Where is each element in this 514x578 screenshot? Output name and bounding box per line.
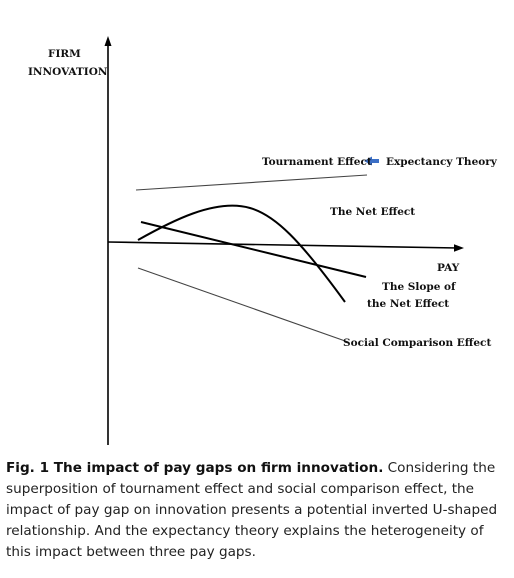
tournament-effect-label: Tournament Effect (262, 156, 372, 168)
slope-label-line2: the Net Effect (367, 298, 449, 310)
expectancy-theory-label: Expectancy Theory (386, 156, 498, 168)
y-axis-arrowhead (104, 36, 112, 46)
x-axis-label: PAY (437, 262, 460, 274)
social-comparison-effect-label: Social Comparison Effect (343, 337, 491, 349)
left-arrow-icon (364, 156, 379, 166)
y-axis-label-line2: INNOVATION (28, 66, 108, 78)
slope-label-line1: The Slope of (382, 281, 457, 293)
caption-body: Considering the superposition of tournam… (6, 460, 498, 560)
slope-of-net-effect-line (140, 221, 367, 278)
net-effect-curve (137, 204, 346, 303)
x-axis-arrowhead (454, 244, 464, 252)
net-effect-label: The Net Effect (330, 206, 415, 218)
x-axis (107, 241, 459, 249)
tournament-effect-line (135, 174, 368, 191)
social-comparison-effect-line (137, 267, 349, 343)
y-axis-label-line1: FIRM (48, 48, 81, 60)
caption-title: Fig. 1 The impact of pay gaps on firm in… (6, 460, 384, 476)
figure-caption: Fig. 1 The impact of pay gaps on firm in… (6, 458, 508, 563)
